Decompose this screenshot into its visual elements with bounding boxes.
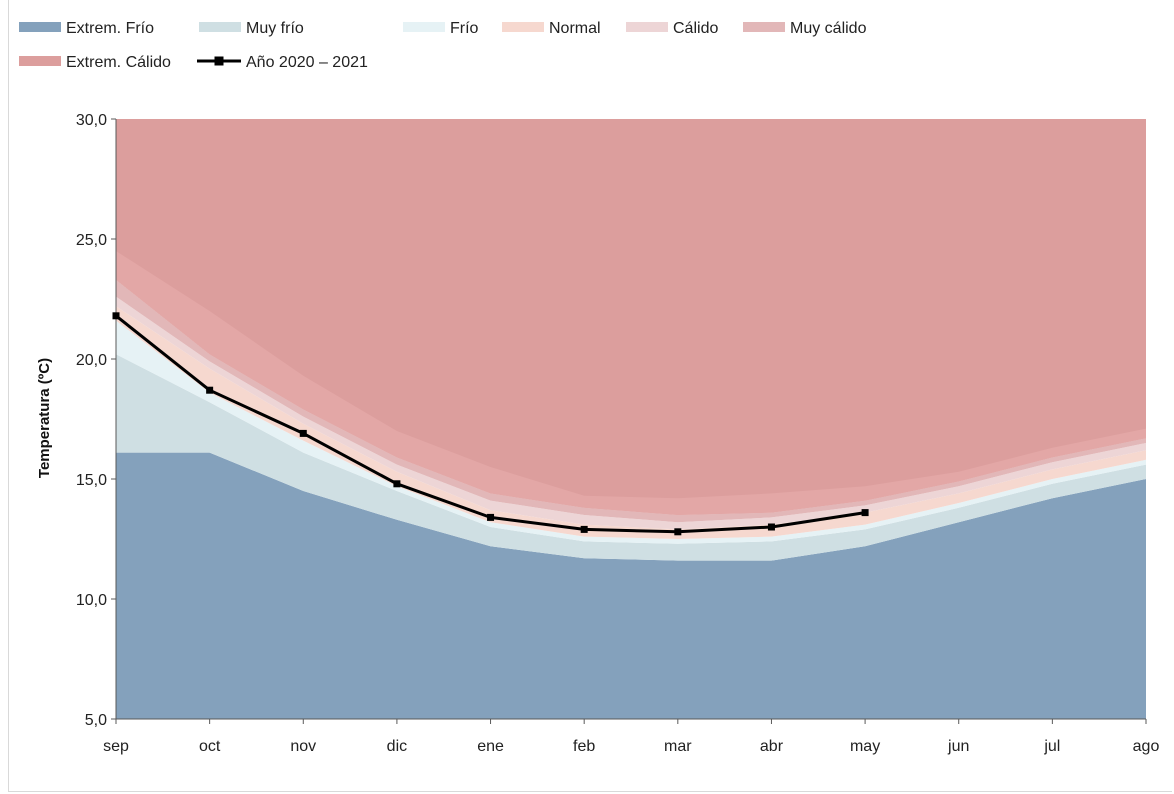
band-0 (116, 452, 1146, 719)
x-tick-label: ene (477, 738, 504, 755)
legend-label: Frío (450, 20, 479, 37)
x-tick-label: may (850, 738, 880, 755)
legend-swatch (19, 56, 61, 66)
y-tick-label: 15,0 (76, 472, 107, 489)
chart-frame (8, 0, 1172, 792)
band-1 (116, 354, 1146, 561)
legend-label: Año 2020 – 2021 (246, 54, 368, 71)
x-tick-label: ago (1133, 738, 1160, 755)
legend: Extrem. Frío Muy frío Frío Normal Cálido Muy … (19, 20, 867, 71)
series-point (487, 513, 495, 521)
x-tick-label: nov (290, 738, 316, 755)
legend-label: Muy frío (246, 20, 304, 37)
legend-label: Muy cálido (790, 20, 867, 37)
x-tick-label: abr (760, 738, 784, 755)
legend-swatch (502, 22, 544, 32)
y-axis-label: Temperatura (ºC) (36, 358, 53, 478)
y-tick-label: 30,0 (76, 112, 107, 129)
legend-swatch (19, 22, 61, 32)
x-tick-label: jul (1043, 738, 1060, 755)
legend-swatch (199, 22, 241, 32)
series-point (767, 523, 775, 531)
series-point (580, 525, 588, 533)
x-tick-label: mar (664, 738, 692, 755)
axes-layer: 5,0 10,0 15,0 20,0 25,0 30,0 sep oct nov dic ene fe… (76, 112, 1160, 755)
x-tick-label: jun (947, 738, 969, 755)
series-point (299, 429, 307, 437)
x-tick-label: feb (573, 738, 595, 755)
series-point (674, 528, 682, 536)
legend-label: Extrem. Frío (66, 20, 154, 37)
x-tick-label: sep (103, 738, 129, 755)
legend-swatch (626, 22, 668, 32)
y-tick-label: 5,0 (85, 712, 107, 729)
series-point (112, 312, 120, 320)
series-point (861, 509, 869, 517)
band-6 (116, 119, 1146, 515)
legend-swatch (743, 22, 785, 32)
legend-swatch (403, 22, 445, 32)
bands-layer (116, 119, 1146, 719)
y-tick-label: 25,0 (76, 232, 107, 249)
legend-label: Normal (549, 20, 601, 37)
series-point (206, 386, 214, 394)
legend-marker (214, 56, 224, 66)
legend-label: Cálido (673, 20, 718, 37)
series-point (393, 480, 401, 488)
x-tick-label: dic (387, 738, 407, 755)
x-tick-label: oct (199, 738, 221, 755)
series-layer (112, 312, 869, 536)
y-tick-label: 20,0 (76, 352, 107, 369)
y-tick-label: 10,0 (76, 592, 107, 609)
legend-label: Extrem. Cálido (66, 54, 171, 71)
